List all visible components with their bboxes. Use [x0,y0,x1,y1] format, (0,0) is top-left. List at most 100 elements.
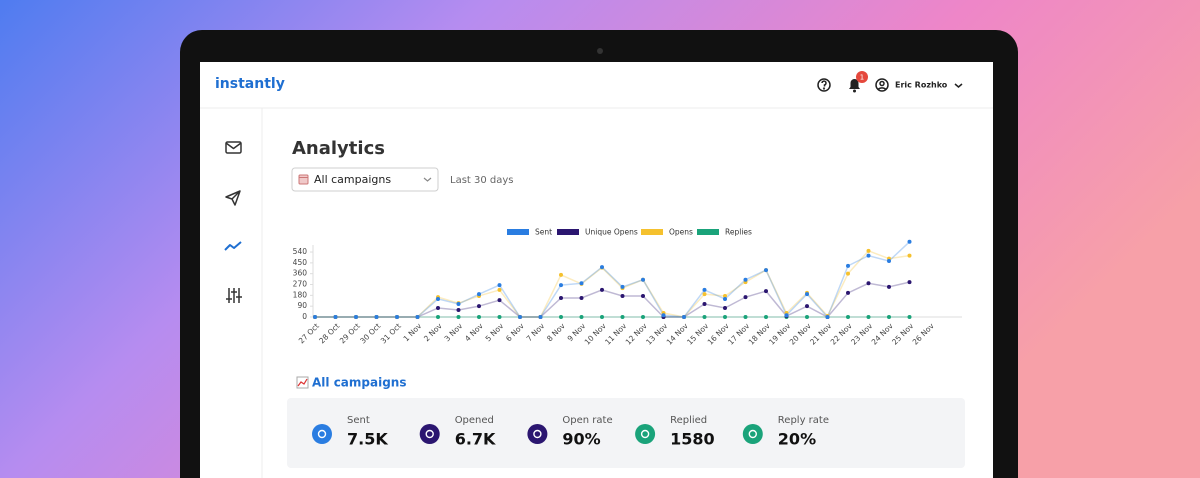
data-point [764,289,768,294]
data-point [579,295,584,300]
stat-icon-glyph [533,429,542,439]
data-point [497,298,502,303]
campaign-dropdown[interactable] [291,167,439,192]
data-point [395,315,399,319]
data-point [846,315,850,319]
data-point [456,315,461,319]
data-point [866,315,871,319]
legend-swatch [557,229,579,235]
data-point [559,272,563,277]
data-point [436,296,440,301]
data-point [620,315,625,319]
campaign-selected[interactable]: All campaigns [314,173,391,186]
data-point [723,315,727,319]
nav-analytics[interactable] [224,241,242,251]
camera [597,48,603,54]
stat-value: 7.5K [347,430,388,449]
data-point [600,265,604,270]
data-point [477,315,481,319]
data-point [436,305,440,310]
data-point [497,283,502,288]
data-point [415,315,420,319]
data-point [661,313,666,318]
user-name[interactable]: Eric Rozhko [895,81,948,90]
data-point [456,308,461,313]
data-point [641,315,645,319]
stat-label: Replied [670,415,707,426]
data-point [559,283,563,288]
data-point [887,315,891,319]
stat-label: Open rate [562,415,612,426]
series-line [315,281,910,318]
stat-icon [635,424,656,444]
stat-value: 1580 [670,430,715,449]
data-point [579,281,584,286]
notification-bell[interactable] [849,71,868,93]
nav-email[interactable] [225,141,242,154]
data-point [723,293,727,298]
data-point [723,305,727,310]
data-point [477,292,481,297]
data-point [723,296,727,301]
data-point [764,268,768,273]
y-tick-label: 450 [293,258,308,267]
data-point [702,292,707,297]
data-point [846,271,850,276]
data-point [825,315,830,319]
data-point [600,315,604,319]
y-tick-label: 0 [302,312,307,321]
data-point [682,315,686,319]
stat-icon-glyph [748,429,757,439]
data-point [702,302,707,307]
data-point [846,290,850,295]
data-point [600,287,604,292]
legend-label: Unique Opens [585,228,638,237]
data-point [436,315,440,319]
data-point [497,287,502,292]
data-point [866,253,871,258]
period-label: Last 30 days [450,175,514,186]
data-point [538,315,543,319]
notification-count: 1 [860,74,864,82]
data-point [743,277,748,282]
stat-icon [527,424,548,444]
help-icon[interactable] [817,78,831,92]
nav-settings[interactable] [226,288,242,303]
calendar-icon [298,174,309,185]
section-icon [296,376,309,389]
legend-label: Opens [669,228,693,237]
data-point [784,313,789,318]
stat-value: 6.7K [455,430,496,449]
data-point [866,281,871,286]
data-point [559,315,563,319]
data-point [846,263,850,268]
data-point [456,302,461,307]
user-menu-chevron[interactable] [954,83,963,88]
data-point [559,295,563,300]
stat-icon-glyph [425,429,434,439]
user-icon[interactable] [875,78,889,92]
nav-send[interactable] [225,190,241,206]
data-point [887,284,891,289]
data-point [702,287,707,292]
data-point [620,293,625,298]
data-point [743,315,748,319]
y-tick-label: 540 [293,247,308,256]
legend-swatch [697,229,719,235]
stat-label: Opened [455,415,494,426]
section-title: All campaigns [312,376,406,390]
data-point [579,315,584,319]
data-point [374,315,379,319]
series-line [315,241,911,319]
data-point [333,315,338,319]
stat-icon-glyph [317,429,327,439]
stat-icon [742,424,763,444]
legend-swatch [507,229,529,235]
stats-card [287,398,965,468]
data-point [907,239,912,244]
data-point [866,248,871,253]
logo[interactable]: instantly [215,76,285,92]
data-point [887,259,891,264]
